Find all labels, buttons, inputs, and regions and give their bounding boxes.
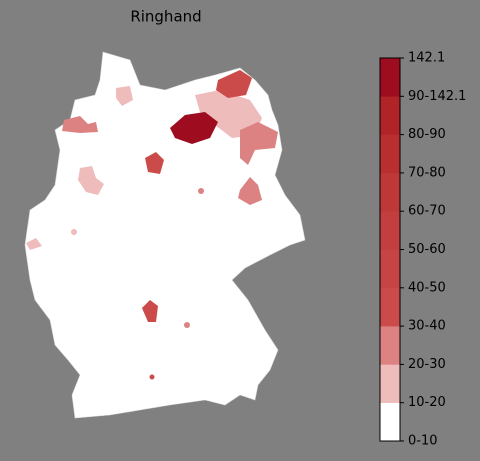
colorbar-label: 20-30 [408,357,446,372]
region [184,322,190,328]
colorbar-segment [380,172,400,212]
colorbar: 0-10 10-20 20-30 30-40 40-50 50-60 60-70 70-80 8… [379,51,466,449]
colorbar-label: 60-70 [408,204,446,219]
colorbar-segment [380,134,400,174]
region [62,116,98,133]
germany-map [24,51,306,419]
region [116,86,133,106]
region [240,122,278,165]
colorbar-segment [380,249,400,289]
colorbar-label: 80-90 [408,127,446,142]
region [142,300,158,322]
colorbar-segment [380,326,400,365]
colorbar-label: 40-50 [408,280,446,295]
region [195,90,262,138]
region [71,229,77,235]
region [170,112,218,144]
colorbar-label: 90-142.1 [408,89,466,104]
colorbar-label: 0-10 [408,434,438,449]
country-outline [24,51,306,419]
region [26,238,42,250]
colorbar-segment [380,58,400,97]
colorbar-label: 50-60 [408,242,446,257]
colorbar-segment [380,96,400,135]
colorbar-segment [380,402,400,442]
colorbar-segment [380,364,400,403]
colorbar-segment [380,211,400,250]
region [216,70,252,98]
map-title: Ringhand [130,8,201,26]
colorbar-label: 30-40 [408,319,446,334]
region [198,188,204,194]
colorbar-label: 142.1 [408,51,445,66]
colorbar-label: 10-20 [408,395,446,410]
region [145,152,164,174]
colorbar-segment [380,287,400,327]
colorbar-label: 70-80 [408,165,446,180]
region [238,177,262,205]
region [78,166,104,195]
region [149,374,155,380]
